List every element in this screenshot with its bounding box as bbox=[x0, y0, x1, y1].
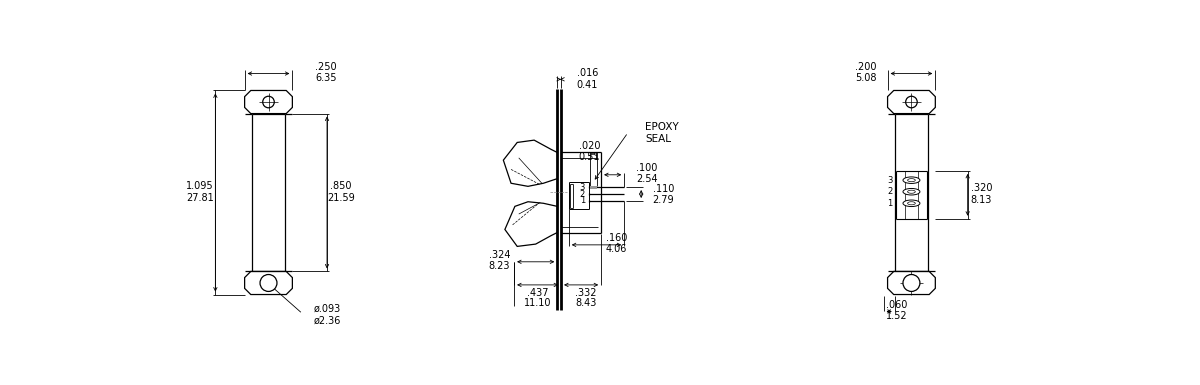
Text: EPOXY: EPOXY bbox=[646, 122, 679, 132]
Text: 2: 2 bbox=[580, 189, 584, 199]
Text: .200: .200 bbox=[856, 62, 877, 72]
Text: .437: .437 bbox=[527, 288, 548, 298]
Text: 2: 2 bbox=[887, 187, 892, 196]
Text: 2.54: 2.54 bbox=[636, 174, 658, 184]
Text: .850: .850 bbox=[330, 181, 352, 191]
Ellipse shape bbox=[902, 200, 920, 206]
Text: .324: .324 bbox=[488, 250, 510, 260]
Text: .016: .016 bbox=[576, 68, 598, 78]
Text: .332: .332 bbox=[575, 288, 596, 298]
Text: 6.35: 6.35 bbox=[316, 73, 337, 83]
Text: 1: 1 bbox=[887, 199, 892, 208]
Ellipse shape bbox=[902, 189, 920, 195]
Text: SEAL: SEAL bbox=[646, 134, 671, 144]
Text: 3: 3 bbox=[580, 182, 584, 192]
Text: 21.59: 21.59 bbox=[328, 193, 355, 203]
Text: 5.08: 5.08 bbox=[856, 73, 877, 83]
Text: 1.095: 1.095 bbox=[186, 181, 214, 191]
Text: 8.13: 8.13 bbox=[971, 195, 992, 205]
Text: .020: .020 bbox=[578, 141, 600, 151]
Text: 1: 1 bbox=[580, 196, 584, 206]
Text: 11.10: 11.10 bbox=[524, 298, 551, 308]
Text: .100: .100 bbox=[636, 163, 658, 173]
Text: 3: 3 bbox=[887, 176, 892, 185]
Bar bbox=[589, 186, 596, 189]
Text: .320: .320 bbox=[971, 183, 992, 193]
Ellipse shape bbox=[902, 177, 920, 184]
Text: 8.23: 8.23 bbox=[488, 261, 510, 271]
Text: 0.41: 0.41 bbox=[576, 80, 598, 90]
Text: ø2.36: ø2.36 bbox=[314, 316, 341, 326]
Text: 0.51: 0.51 bbox=[578, 152, 600, 162]
Text: 1.52: 1.52 bbox=[886, 311, 907, 321]
Text: .160: .160 bbox=[606, 233, 628, 243]
Text: .060: .060 bbox=[886, 300, 907, 310]
Text: 2.79: 2.79 bbox=[653, 195, 674, 205]
Text: 4.06: 4.06 bbox=[606, 244, 628, 254]
Text: ø.093: ø.093 bbox=[314, 304, 341, 314]
Text: .110: .110 bbox=[653, 184, 674, 194]
Text: .250: .250 bbox=[316, 62, 337, 72]
Text: 8.43: 8.43 bbox=[575, 298, 596, 308]
Text: 27.81: 27.81 bbox=[186, 193, 214, 203]
Circle shape bbox=[902, 275, 920, 291]
Circle shape bbox=[260, 275, 277, 291]
